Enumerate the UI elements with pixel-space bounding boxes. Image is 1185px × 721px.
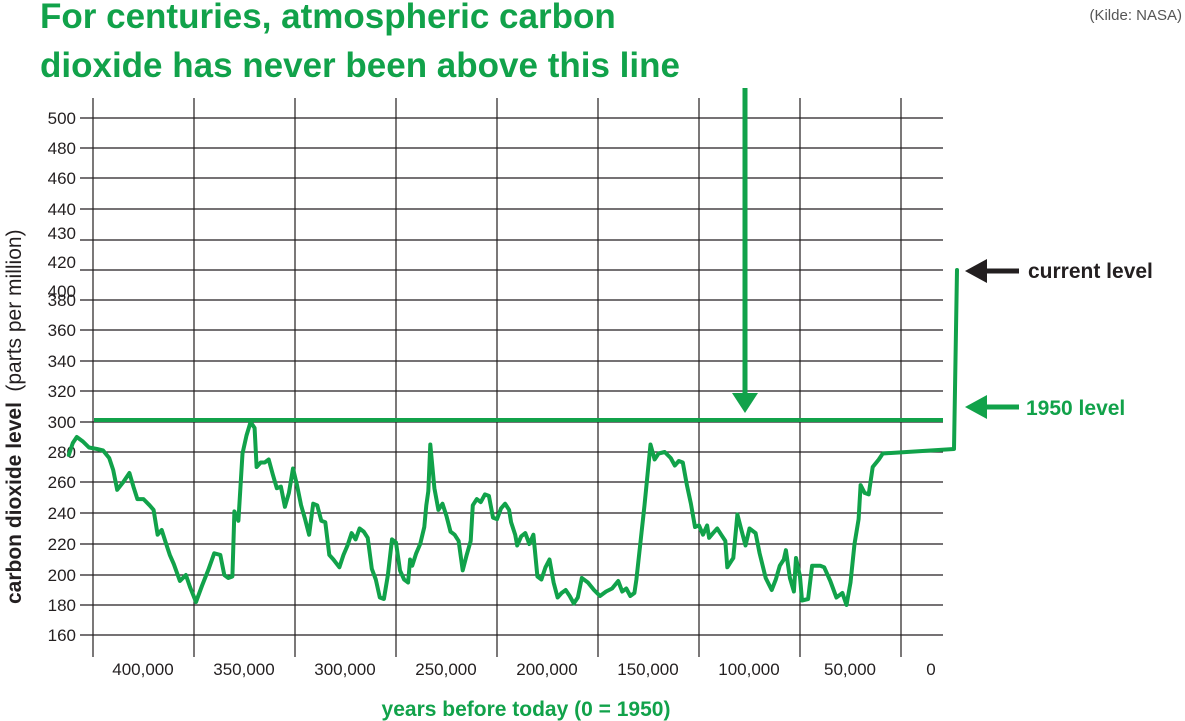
- x-tick-label: 200,000: [516, 660, 577, 679]
- x-tick-label: 300,000: [314, 660, 375, 679]
- down-arrow-head: [732, 393, 758, 413]
- current-level-label: current level: [1028, 260, 1153, 283]
- y-tick-label: 320: [48, 382, 76, 401]
- left-arrow-icon-current: [965, 259, 1019, 283]
- y-tick-label: 220: [48, 535, 76, 554]
- grid: [80, 98, 943, 657]
- y-axis-label-main: carbon dioxide level: [3, 402, 26, 604]
- y-tick-label: 400: [48, 282, 76, 301]
- y-tick-label: 260: [48, 473, 76, 492]
- x-tick-label: 50,000: [824, 660, 876, 679]
- left-arrow-icon-1950: [965, 395, 1019, 419]
- y-tick-label: 340: [48, 352, 76, 371]
- y-tick-label: 420: [48, 253, 76, 272]
- y-axis-label-unit: (parts per million): [3, 229, 26, 391]
- y-tick-label: 160: [48, 626, 76, 645]
- x-tick-label: 150,000: [617, 660, 678, 679]
- y-tick-label: 280: [48, 443, 76, 462]
- chart-title-line-2: dioxide has never been above this line: [40, 46, 680, 85]
- y-tick-label: 300: [48, 413, 76, 432]
- x-axis-label: years before today (0 = 1950): [382, 698, 671, 721]
- y-tick-label: 240: [48, 504, 76, 523]
- left-arrow-head: [965, 259, 987, 283]
- chart-title-line-1: For centuries, atmospheric carbon: [40, 0, 616, 36]
- reference-level-label: 1950 level: [1026, 397, 1125, 420]
- y-tick-label: 360: [48, 321, 76, 340]
- x-tick-label: 400,000: [112, 660, 173, 679]
- x-tick-label: 0: [926, 660, 935, 679]
- down-arrow-icon: [732, 88, 758, 413]
- y-tick-label: 200: [48, 566, 76, 585]
- x-tick-label: 250,000: [415, 660, 476, 679]
- y-tick-label: 180: [48, 596, 76, 615]
- x-axis-tick-labels: 400,000 350,000 300,000 250,000 200,000 150,0…: [112, 660, 935, 679]
- y-tick-label: 440: [48, 200, 76, 219]
- y-tick-label: 480: [48, 139, 76, 158]
- y-tick-label: 500: [48, 109, 76, 128]
- y-tick-label: 430: [48, 224, 76, 243]
- left-arrow-head: [965, 395, 987, 419]
- y-tick-label: 460: [48, 169, 76, 188]
- y-axis-label: carbon dioxide level (parts per million): [3, 229, 26, 604]
- x-tick-label: 100,000: [718, 660, 779, 679]
- co2-series-line: [66, 268, 959, 607]
- source-note: (Kilde: NASA): [1089, 7, 1182, 24]
- x-tick-label: 350,000: [213, 660, 274, 679]
- y-tick-label: 380: [48, 291, 76, 310]
